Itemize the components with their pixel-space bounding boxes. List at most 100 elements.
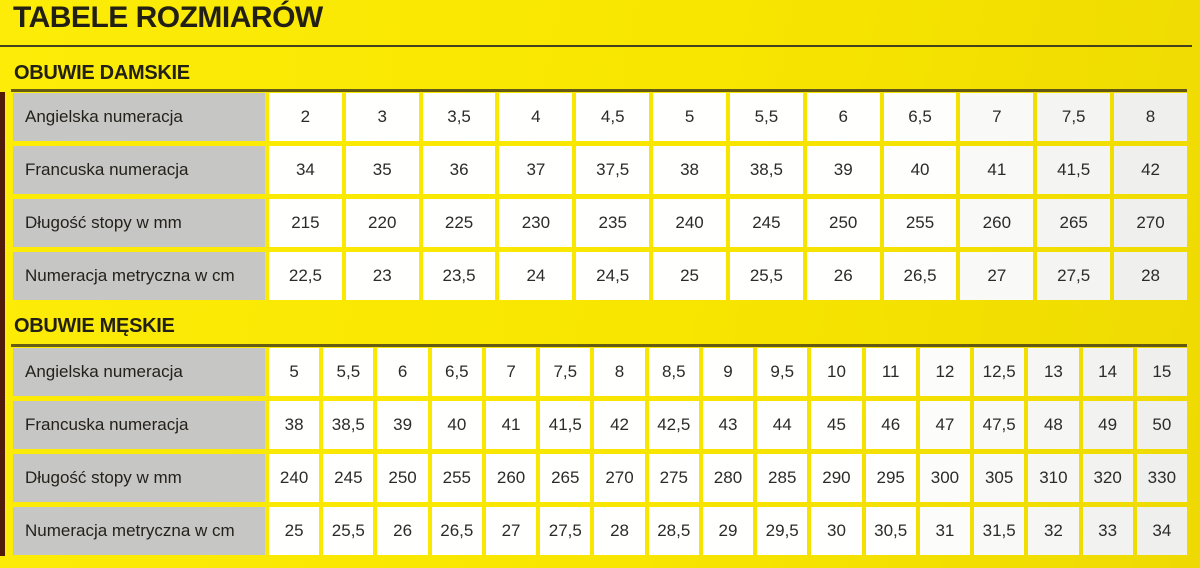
table-row: Długość stopy w mm 240 245 250 255 260 265 270 2… <box>13 454 1187 502</box>
table-cell: 11 <box>865 348 916 396</box>
table-cell: 275 <box>648 454 699 502</box>
table-cell: 41 <box>485 401 537 449</box>
table-cell: 41 <box>960 146 1034 194</box>
row-header-cell: Angielska numeracja <box>13 348 265 396</box>
table-cell: 38,5 <box>323 401 374 449</box>
title-divider <box>0 45 1192 47</box>
table-cell: 12,5 <box>974 348 1025 396</box>
table-cell: 31 <box>919 507 971 555</box>
table-cell: 290 <box>811 454 862 502</box>
table-cell: 265 <box>540 454 591 502</box>
row-header-cell: Angielska numeracja <box>13 93 265 141</box>
table-cell: 47 <box>919 401 971 449</box>
table-cell: 265 <box>1037 199 1111 247</box>
table-cell: 34 <box>269 146 342 194</box>
table-cell: 27 <box>485 507 537 555</box>
table-cell: 41,5 <box>540 401 591 449</box>
table-cell: 24,5 <box>576 252 650 300</box>
row-header-cell: Francuska numeracja <box>13 401 265 449</box>
table-cell: 36 <box>422 146 496 194</box>
table-cell: 26 <box>806 252 880 300</box>
table-cell: 37 <box>499 146 573 194</box>
table-cell: 27 <box>960 252 1034 300</box>
page-title: TABELE ROZMIARÓW <box>13 1 323 34</box>
table-cell: 260 <box>960 199 1034 247</box>
table-row: Angielska numeracja 5 5,5 6 6,5 7 7,5 8 8,5 9 9,5 1… <box>13 348 1187 396</box>
table-cell: 12 <box>919 348 971 396</box>
table-cell: 5,5 <box>323 348 374 396</box>
section-heading-women: OBUWIE DAMSKIE <box>14 62 190 84</box>
table-cell: 28,5 <box>648 507 699 555</box>
table-cell: 5 <box>653 93 726 141</box>
table-cell: 50 <box>1136 401 1187 449</box>
table-cell: 42 <box>1114 146 1187 194</box>
table-cell: 42,5 <box>648 401 699 449</box>
table-cell: 8 <box>1114 93 1187 141</box>
table-cell: 240 <box>269 454 320 502</box>
table-cell: 32 <box>1028 507 1079 555</box>
table-cell: 9 <box>702 348 754 396</box>
table-cell: 300 <box>919 454 971 502</box>
table-cell: 29 <box>702 507 754 555</box>
table-cell: 23 <box>345 252 419 300</box>
table-cell: 34 <box>1136 507 1187 555</box>
table-cell: 6 <box>806 93 880 141</box>
table-cell: 255 <box>883 199 957 247</box>
table-row: Francuska numeracja 38 38,5 39 40 41 41,5 42 42,… <box>13 401 1187 449</box>
table-cell: 225 <box>422 199 496 247</box>
table-row: Długość stopy w mm 215 220 225 230 235 240 245 2… <box>13 199 1187 247</box>
table-cell: 27,5 <box>540 507 591 555</box>
section-heading-men: OBUWIE MĘSKIE <box>14 315 175 337</box>
table-cell: 240 <box>653 199 726 247</box>
table-cell: 29,5 <box>757 507 808 555</box>
table-cell: 28 <box>1114 252 1187 300</box>
table-cell: 5,5 <box>729 93 803 141</box>
row-header-cell: Długość stopy w mm <box>13 454 265 502</box>
table-cell: 43 <box>702 401 754 449</box>
table-cell: 7,5 <box>1037 93 1111 141</box>
table-cell: 15 <box>1136 348 1187 396</box>
table-cell: 230 <box>499 199 573 247</box>
table-cell: 30 <box>811 507 862 555</box>
table-cell: 47,5 <box>974 401 1025 449</box>
table-cell: 33 <box>1082 507 1133 555</box>
table-cell: 320 <box>1082 454 1133 502</box>
table-cell: 26,5 <box>431 507 482 555</box>
row-header-cell: Numeracja metryczna w cm <box>13 252 265 300</box>
table-cell: 13 <box>1028 348 1079 396</box>
table-cell: 6,5 <box>883 93 957 141</box>
left-edge-strip <box>0 92 5 556</box>
table-cell: 39 <box>377 401 428 449</box>
table-cell: 8 <box>594 348 645 396</box>
row-header-cell: Długość stopy w mm <box>13 199 265 247</box>
table-row: Francuska numeracja 34 35 36 37 37,5 38 38,5 39 4… <box>13 146 1187 194</box>
men-size-table: Angielska numeracja 5 5,5 6 6,5 7 7,5 8 8,5 9 9,5 1… <box>11 344 1187 555</box>
table-cell: 35 <box>345 146 419 194</box>
row-header-cell: Numeracja metryczna w cm <box>13 507 265 555</box>
table-cell: 3 <box>345 93 419 141</box>
table-cell: 27,5 <box>1037 252 1111 300</box>
table-cell: 7,5 <box>540 348 591 396</box>
table-cell: 39 <box>806 146 880 194</box>
table-cell: 30,5 <box>865 507 916 555</box>
table-cell: 295 <box>865 454 916 502</box>
table-cell: 49 <box>1082 401 1133 449</box>
table-cell: 7 <box>960 93 1034 141</box>
table-cell: 6,5 <box>431 348 482 396</box>
table-cell: 37,5 <box>576 146 650 194</box>
table-cell: 6 <box>377 348 428 396</box>
table-cell: 45 <box>811 401 862 449</box>
table-cell: 330 <box>1136 454 1187 502</box>
table-cell: 8,5 <box>648 348 699 396</box>
table-cell: 280 <box>702 454 754 502</box>
table-cell: 255 <box>431 454 482 502</box>
table-cell: 38 <box>269 401 320 449</box>
women-size-table: Angielska numeracja 2 3 3,5 4 4,5 5 5,5 6 6,5 7 7,5… <box>11 89 1187 300</box>
table-cell: 310 <box>1028 454 1079 502</box>
table-cell: 7 <box>485 348 537 396</box>
table-cell: 4,5 <box>576 93 650 141</box>
table-cell: 270 <box>1114 199 1187 247</box>
table-cell: 10 <box>811 348 862 396</box>
table-cell: 38 <box>653 146 726 194</box>
table-cell: 41,5 <box>1037 146 1111 194</box>
